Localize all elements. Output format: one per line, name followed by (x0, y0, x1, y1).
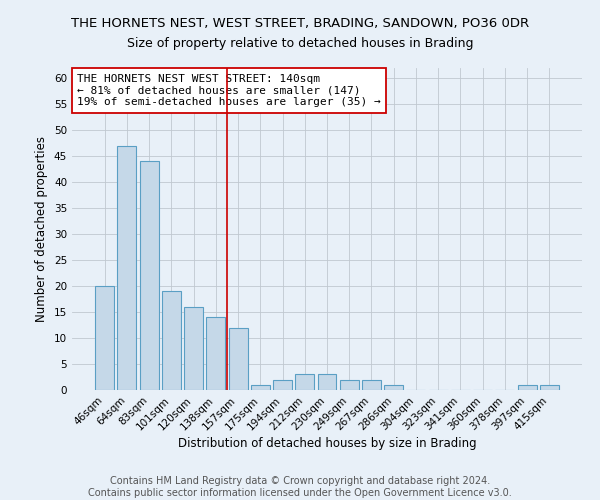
Text: THE HORNETS NEST, WEST STREET, BRADING, SANDOWN, PO36 0DR: THE HORNETS NEST, WEST STREET, BRADING, … (71, 18, 529, 30)
Bar (206, 317, 225, 390)
Y-axis label: Number of detached properties: Number of detached properties (35, 136, 49, 322)
Text: Size of property relative to detached houses in Brading: Size of property relative to detached ho… (127, 38, 473, 51)
Bar (95, 286, 114, 390)
Bar (140, 161, 158, 390)
Bar (340, 380, 359, 390)
Bar (118, 146, 136, 390)
Bar (273, 380, 292, 390)
Text: THE HORNETS NEST WEST STREET: 140sqm
← 81% of detached houses are smaller (147)
: THE HORNETS NEST WEST STREET: 140sqm ← 8… (77, 74, 381, 107)
Text: Contains HM Land Registry data © Crown copyright and database right 2024.
Contai: Contains HM Land Registry data © Crown c… (88, 476, 512, 498)
Bar (184, 307, 203, 390)
Bar (229, 328, 248, 390)
Bar (384, 385, 403, 390)
Bar (251, 385, 270, 390)
Bar (317, 374, 337, 390)
Bar (162, 291, 181, 390)
Bar (540, 385, 559, 390)
X-axis label: Distribution of detached houses by size in Brading: Distribution of detached houses by size … (178, 438, 476, 450)
Bar (518, 385, 536, 390)
Bar (362, 380, 381, 390)
Bar (295, 374, 314, 390)
